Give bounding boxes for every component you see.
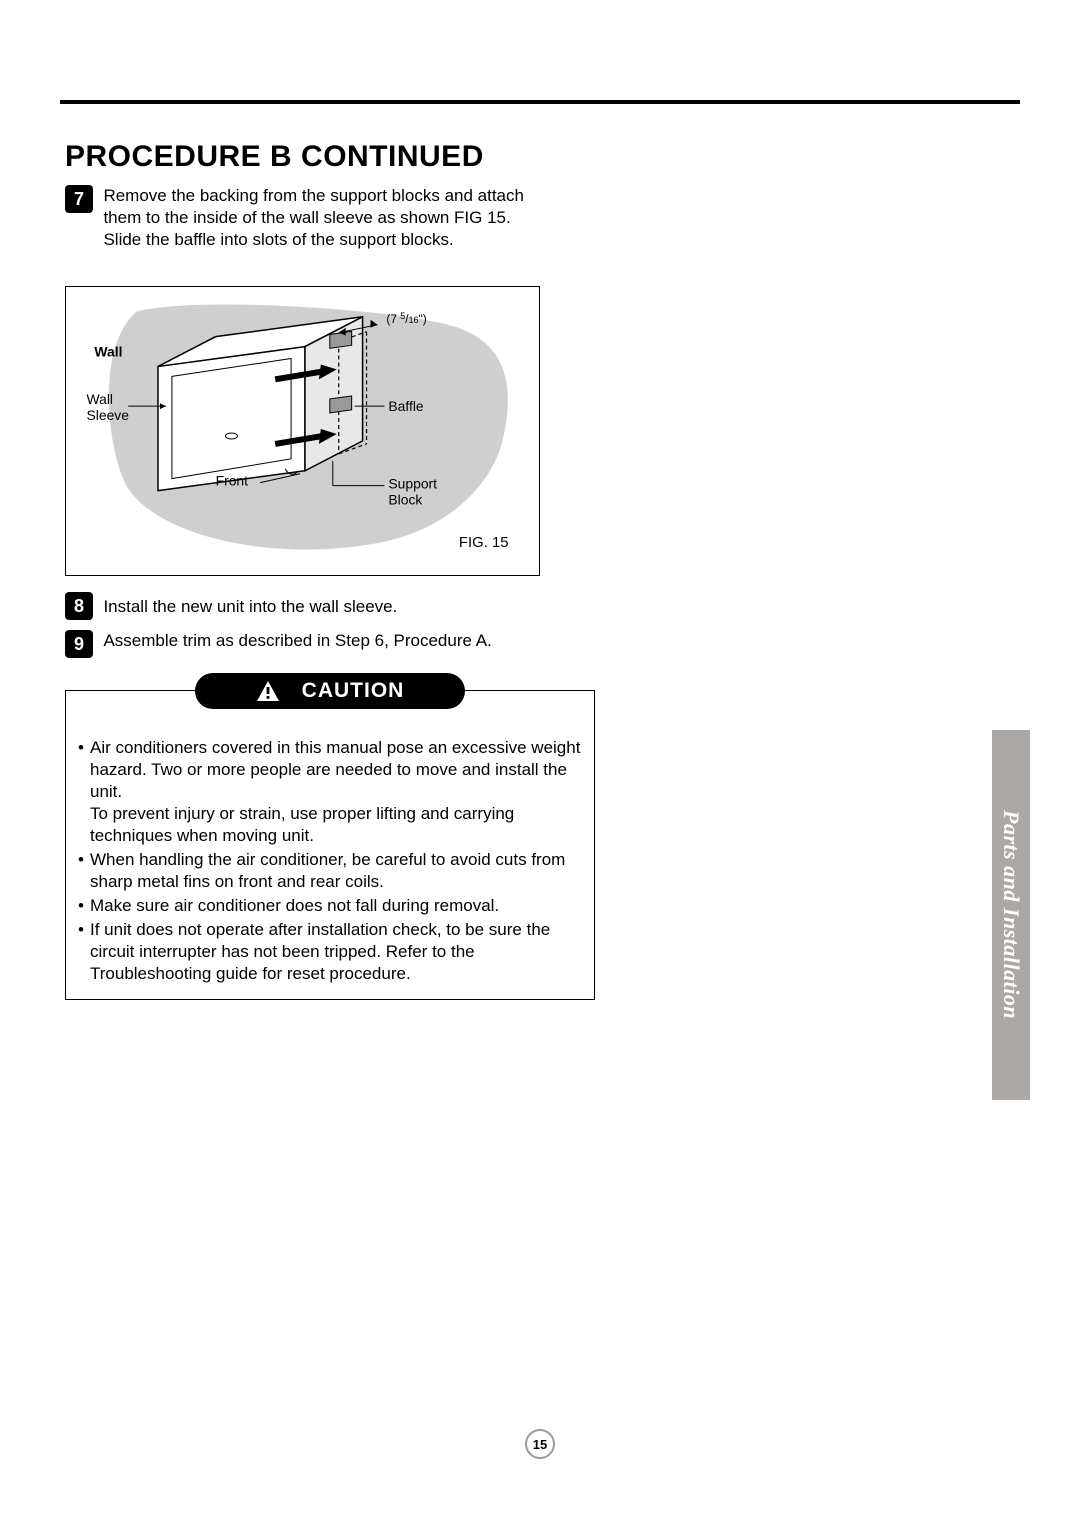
label-support-2: Block: [388, 491, 422, 507]
step-9-text: Assemble trim as described in Step 6, Pr…: [103, 630, 533, 652]
step-7-badge: 7: [65, 185, 93, 213]
section-tab: Parts and Installation: [992, 730, 1030, 1100]
manual-page: PROCEDURE B CONTINUED 7 Remove the backi…: [0, 0, 1080, 1519]
label-dim: (7 5/16"): [386, 311, 426, 326]
top-rule: [60, 100, 1020, 104]
step-8-text: Install the new unit into the wall sleev…: [103, 592, 533, 618]
caution-item: Make sure air conditioner does not fall …: [78, 895, 582, 917]
label-front: Front: [216, 473, 249, 489]
step-8: 8 Install the new unit into the wall sle…: [65, 592, 533, 620]
step-7-text: Remove the backing from the support bloc…: [103, 185, 533, 251]
support-block-lower: [330, 396, 352, 413]
step-9: 9 Assemble trim as described in Step 6, …: [65, 630, 533, 658]
caution-list: Air conditioners covered in this manual …: [78, 737, 582, 985]
caution-item: When handling the air conditioner, be ca…: [78, 849, 582, 893]
caution-item: Air conditioners covered in this manual …: [78, 737, 582, 847]
figure-15: Wall Wall Sleeve Front Baffle Support Bl…: [65, 286, 540, 576]
label-wall: Wall: [94, 344, 122, 360]
section-title: PROCEDURE B CONTINUED: [65, 140, 484, 174]
step-8-badge: 8: [65, 592, 93, 620]
page-number: 15: [533, 1437, 547, 1452]
step-9-badge: 9: [65, 630, 93, 658]
label-wall-sleeve-1: Wall: [87, 391, 114, 407]
page-number-badge: 15: [525, 1429, 555, 1459]
label-wall-sleeve-2: Sleeve: [87, 407, 130, 423]
caution-box: CAUTION Air conditioners covered in this…: [65, 690, 595, 1000]
support-block-upper: [330, 331, 352, 348]
step-7: 7 Remove the backing from the support bl…: [65, 185, 533, 251]
section-tab-label: Parts and Installation: [998, 810, 1024, 1019]
label-support-1: Support: [388, 476, 437, 492]
figure-15-svg: Wall Wall Sleeve Front Baffle Support Bl…: [66, 287, 539, 575]
caution-item: If unit does not operate after installat…: [78, 919, 582, 985]
caution-label: CAUTION: [302, 679, 405, 703]
figure-caption: FIG. 15: [459, 535, 509, 551]
label-baffle: Baffle: [388, 398, 424, 414]
warning-icon: [256, 680, 280, 702]
caution-header: CAUTION: [195, 673, 465, 709]
